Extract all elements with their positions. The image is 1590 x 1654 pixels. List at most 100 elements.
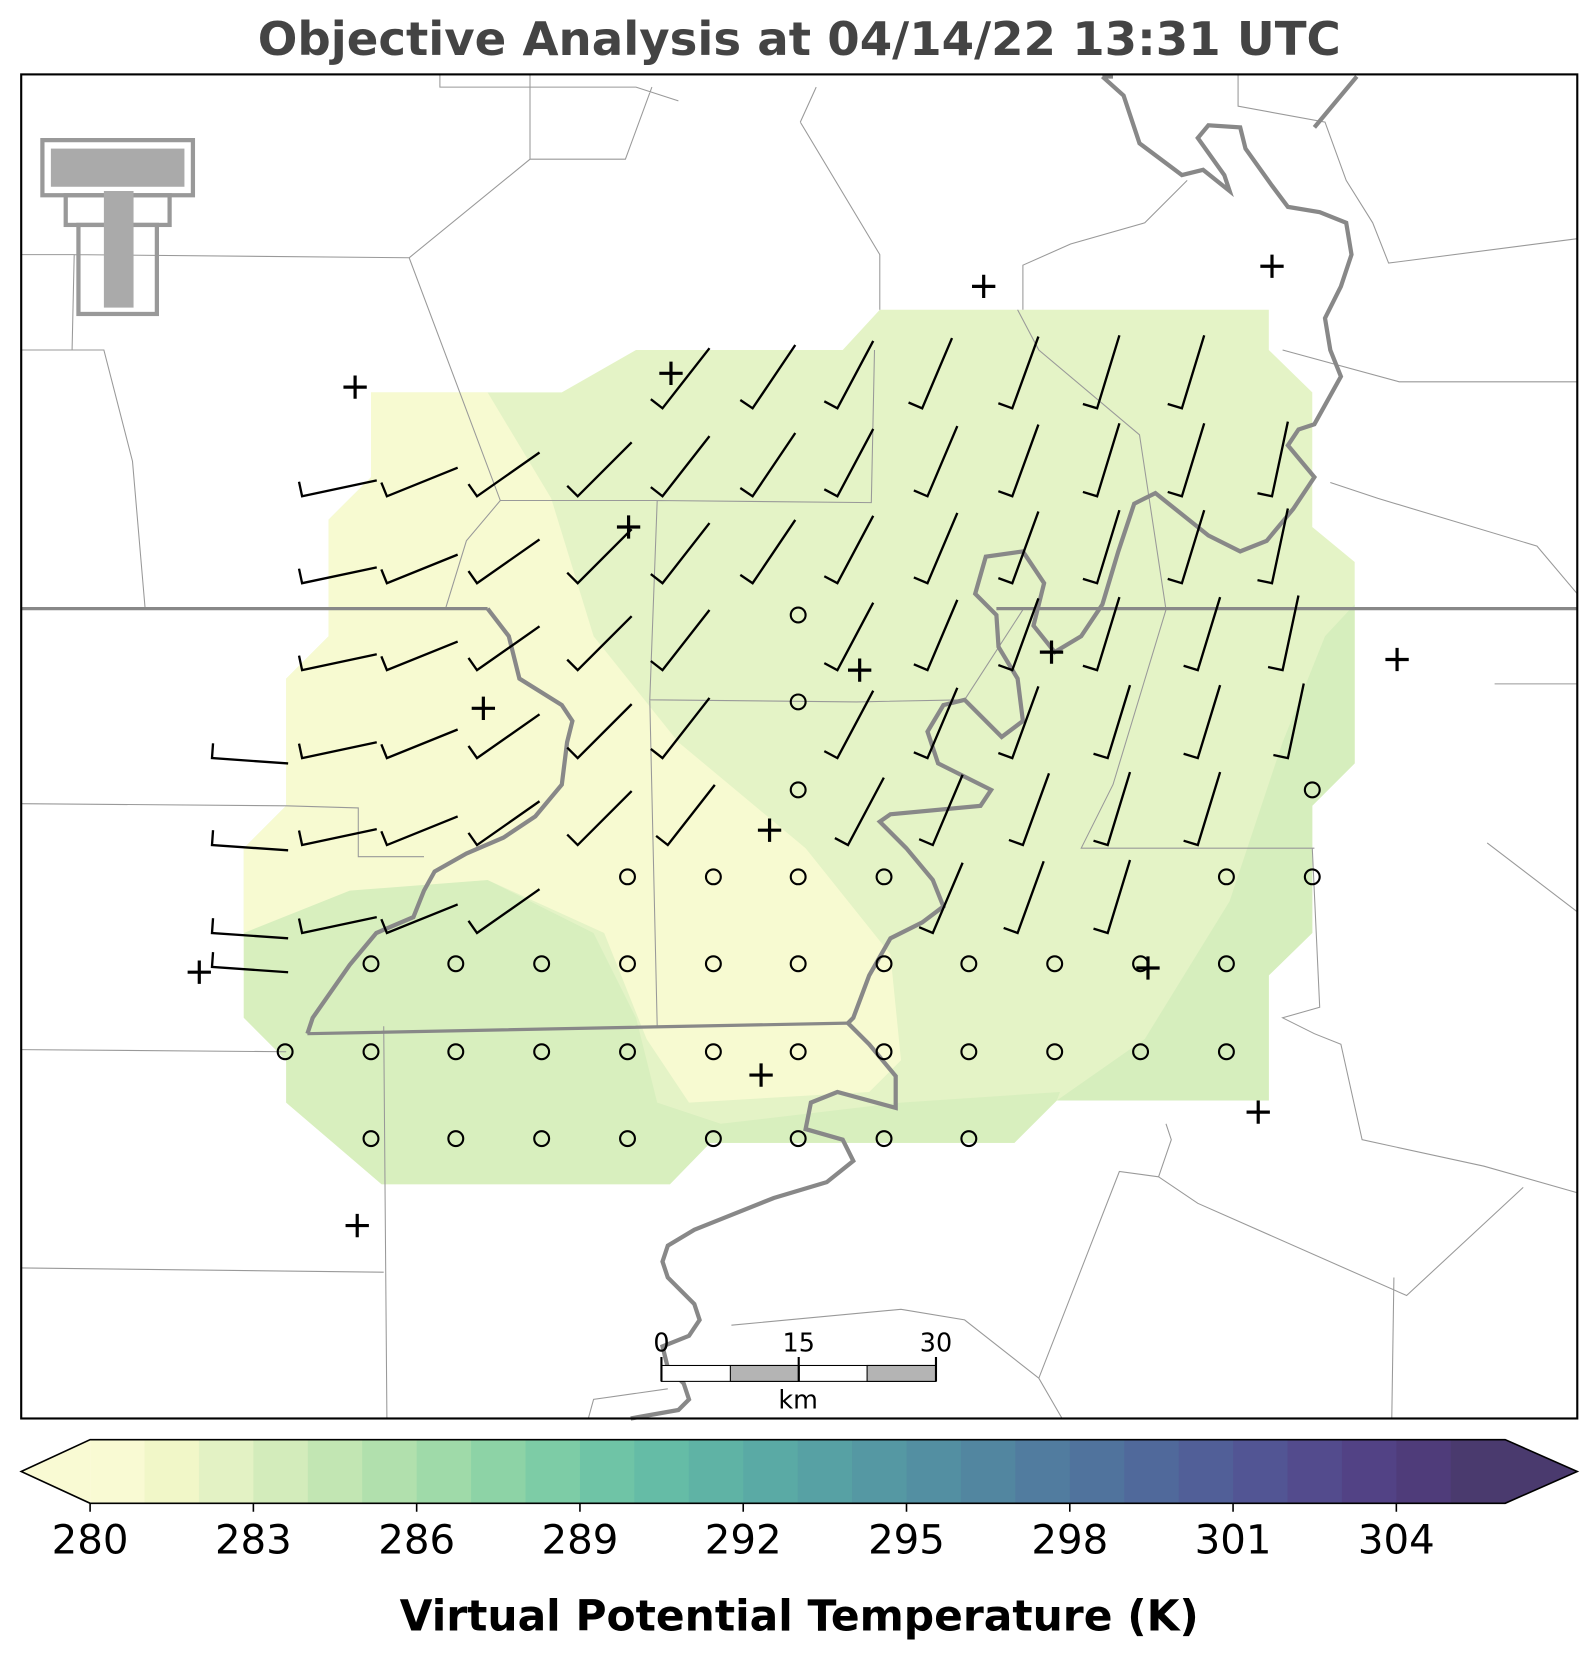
calm-circle xyxy=(447,1130,465,1148)
wind-barb xyxy=(739,432,797,498)
calm-circle xyxy=(789,1043,807,1061)
colorbar-segment xyxy=(1396,1439,1452,1504)
map: km 0 15 30 xyxy=(20,73,1579,1421)
station-plus xyxy=(471,696,496,720)
colorbar-segment xyxy=(579,1439,635,1504)
calm-circle xyxy=(704,1043,722,1061)
wind-barb xyxy=(997,598,1040,672)
scale-bar-label: 30 xyxy=(920,1327,952,1357)
wind-barb xyxy=(566,790,633,847)
wind-barb xyxy=(823,428,875,498)
wind-barb xyxy=(650,435,711,498)
wind-barb xyxy=(739,519,797,585)
calm-circle xyxy=(789,606,807,624)
calm-circle xyxy=(789,693,807,711)
station-plus xyxy=(757,818,782,842)
wind-barb xyxy=(1082,509,1121,585)
calm-circle xyxy=(1132,955,1150,973)
colorbar-segment xyxy=(144,1439,200,1504)
wind-barb xyxy=(297,741,377,760)
station-symbols xyxy=(187,254,1409,1238)
wind-barb xyxy=(467,625,541,672)
wind-barb xyxy=(1008,772,1051,847)
colorbar-segment xyxy=(797,1439,853,1504)
calm-circle xyxy=(875,868,893,886)
colorbar-tick-label: 298 xyxy=(1031,1518,1108,1564)
colorbar-tick-label: 289 xyxy=(542,1518,619,1564)
wind-barb xyxy=(650,609,711,672)
calm-circle xyxy=(619,1130,636,1148)
calm-circle xyxy=(1217,868,1235,886)
calm-circle xyxy=(1217,955,1235,973)
station-plus xyxy=(345,1213,369,1238)
wind-barb xyxy=(210,830,289,852)
wind-barb xyxy=(210,952,289,974)
colorbar-segment xyxy=(1287,1439,1343,1504)
calm-circle xyxy=(704,955,722,973)
wind-barb xyxy=(297,653,377,672)
analysis-fill-warm xyxy=(1056,604,1355,1101)
colorbar: 280 283 286 289 292 295 298 301 304 xyxy=(19,1438,1580,1564)
wind-barb xyxy=(467,800,541,847)
wind-barb xyxy=(997,424,1040,498)
colorbar-segment xyxy=(960,1439,1016,1504)
station-plus xyxy=(972,274,996,299)
wind-barb xyxy=(823,690,875,760)
calm-circle xyxy=(1046,955,1064,973)
wind-barb xyxy=(913,512,959,585)
calm-circle xyxy=(619,1043,636,1061)
wind-barb xyxy=(918,862,964,935)
wind-barb xyxy=(467,451,541,498)
scale-bar-segment xyxy=(729,1364,800,1382)
station-plus xyxy=(659,361,683,385)
scale-bar-segment xyxy=(866,1364,937,1382)
calm-circle xyxy=(789,781,807,799)
calm-circle xyxy=(875,1043,893,1061)
calm-circle xyxy=(533,955,551,973)
colorbar-tick-label: 283 xyxy=(215,1518,292,1564)
wind-barb xyxy=(913,599,959,672)
wind-barb xyxy=(823,602,875,672)
calm-circle xyxy=(1132,1043,1150,1061)
colorbar-segment xyxy=(198,1439,254,1504)
wind-barb xyxy=(1167,422,1206,498)
wind-barb xyxy=(997,511,1040,585)
wind-barb xyxy=(210,743,289,765)
calm-circle xyxy=(789,955,807,973)
analysis-fill-cool xyxy=(243,392,902,1103)
wind-barb xyxy=(380,903,459,935)
wind-barb xyxy=(834,777,885,847)
wind-barb xyxy=(1183,771,1222,847)
calm-circle xyxy=(875,1130,893,1148)
colorbar-over xyxy=(1505,1439,1578,1504)
colorbar-segment xyxy=(1178,1439,1234,1504)
colorbar-segment xyxy=(634,1439,690,1504)
wind-barb xyxy=(1257,508,1290,585)
colorbar-segment xyxy=(1341,1439,1397,1504)
scale-bar-unit: km xyxy=(778,1385,818,1415)
calm-circle xyxy=(619,955,636,973)
calm-circle xyxy=(447,1043,465,1061)
colorbar-tick-label: 286 xyxy=(378,1518,455,1564)
logo xyxy=(40,137,196,317)
wind-barb xyxy=(739,344,797,410)
wind-barb xyxy=(1003,860,1045,935)
wind-barb xyxy=(1183,596,1222,672)
wind-barb xyxy=(1082,596,1121,672)
river xyxy=(305,74,1359,1421)
station-plus xyxy=(1246,1100,1270,1124)
colorbar-label: Virtual Potential Temperature (K) xyxy=(400,1591,1199,1640)
calm-circle xyxy=(789,868,807,886)
colorbar-segment xyxy=(1233,1439,1289,1504)
wind-barb xyxy=(467,713,541,760)
wind-barb xyxy=(380,553,459,585)
colorbar-tick-label: 301 xyxy=(1195,1518,1272,1564)
calm-circle xyxy=(362,955,380,973)
wind-barb xyxy=(1082,422,1121,498)
wind-barb xyxy=(1183,684,1222,760)
wind-barb xyxy=(210,918,289,940)
calm-circle xyxy=(1303,868,1321,886)
colorbar-segment xyxy=(743,1439,799,1504)
wind-barb xyxy=(908,337,954,410)
